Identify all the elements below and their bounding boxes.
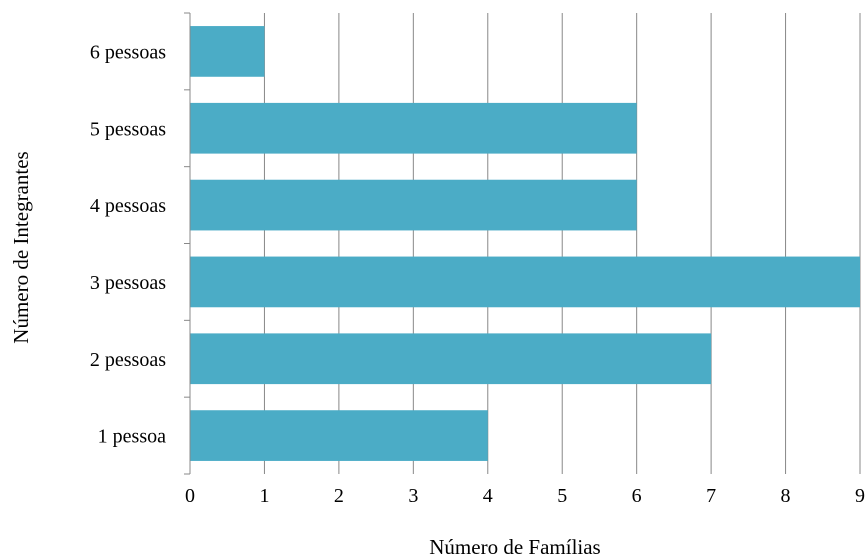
category-label: 6 pessoas	[90, 41, 166, 63]
bar-4-pessoas	[190, 179, 637, 231]
bar-1-pessoa	[190, 410, 488, 461]
bar-6-pessoas	[190, 26, 265, 77]
x-tick-label: 7	[706, 485, 716, 507]
category-label: 5 pessoas	[90, 118, 166, 140]
x-tick-label: 8	[781, 485, 791, 507]
category-labels: 1 pessoa 2 pessoas 3 pessoas 4 pessoas 5 pes…	[90, 41, 166, 447]
category-label: 1 pessoa	[98, 426, 166, 448]
bars	[190, 26, 860, 461]
x-tick-label: 3	[408, 485, 418, 507]
x-tick-label: 6	[632, 485, 642, 507]
x-tick-label: 0	[185, 485, 195, 507]
x-tick-label: 2	[334, 485, 344, 507]
x-axis-title: Número de Famílias	[429, 535, 600, 559]
category-label: 3 pessoas	[90, 272, 166, 294]
gridlines	[263, 13, 861, 474]
y-axis	[184, 12, 191, 475]
y-axis-title: Número de Integrantes	[9, 151, 33, 343]
x-tick-label: 9	[855, 485, 865, 507]
category-label: 4 pessoas	[90, 195, 166, 217]
x-tick-label: 5	[557, 485, 567, 507]
bar-2-pessoas	[190, 333, 712, 385]
x-tick-labels: 0 1 2 3 4 5 6 7 8 9	[185, 485, 865, 507]
category-label: 2 pessoas	[90, 349, 166, 371]
bar-3-pessoas	[190, 256, 860, 308]
x-tick-label: 4	[483, 485, 493, 507]
x-tick-label: 1	[259, 485, 269, 507]
bar-5-pessoas	[190, 102, 637, 154]
